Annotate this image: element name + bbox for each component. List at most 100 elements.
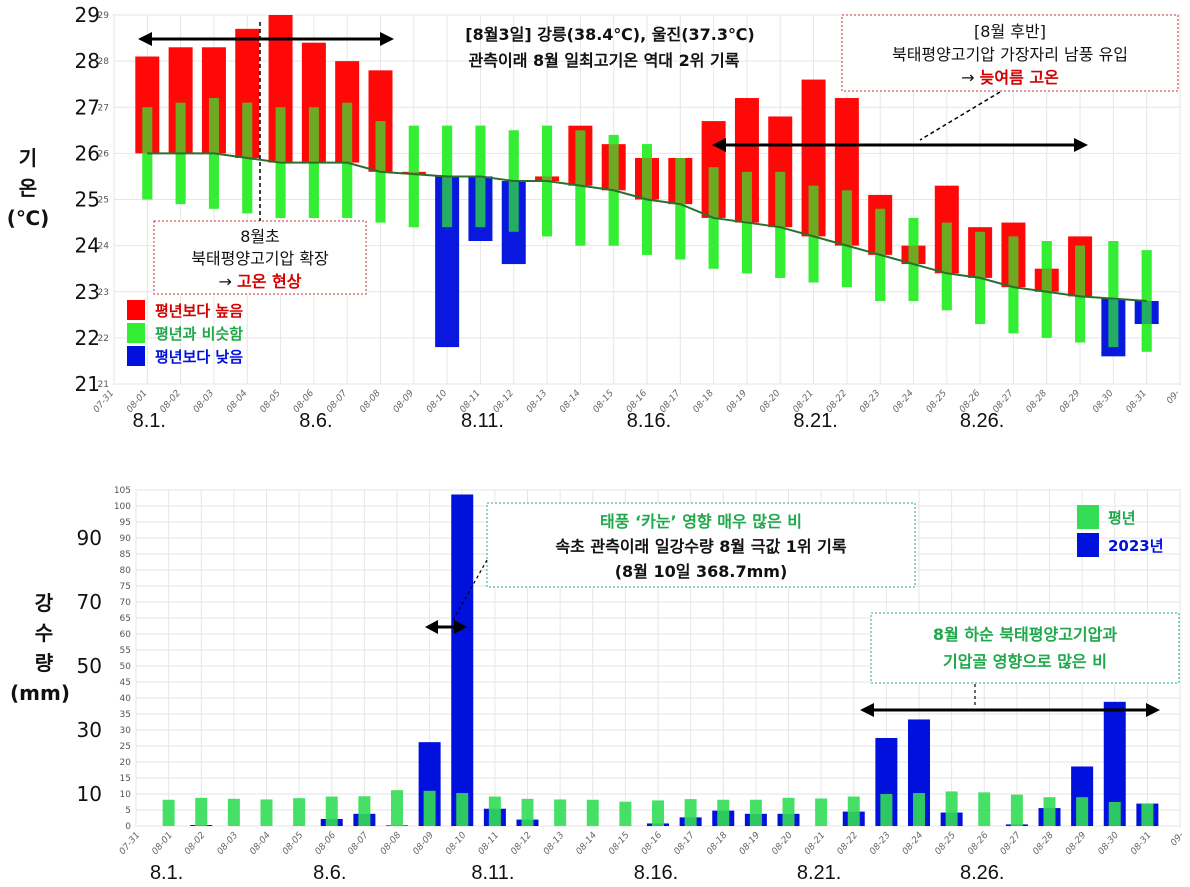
precipitation-normal-bar	[293, 798, 306, 826]
precipitation-date-tick: 08-26	[966, 830, 991, 857]
precipitation-date-tick: 08-20	[770, 830, 795, 857]
precipitation-y-tick-label: 50	[77, 654, 102, 678]
late-heat-leader	[919, 91, 1001, 141]
temperature-y-tick-small: 27	[98, 103, 109, 113]
temperature-y-tick-small: 25	[98, 196, 109, 206]
precipitation-date-tick: 08-29	[1064, 830, 1089, 857]
temperature-legend: 평년보다 높음 평년과 비슷함 평년보다 낮음	[127, 300, 243, 366]
precipitation-y-label-3: 량	[35, 651, 54, 675]
early-annotation-line-1: 8월초	[240, 227, 280, 246]
precipitation-date-tick: 08-09	[411, 830, 436, 857]
precipitation-y-tick-small: 60	[120, 630, 132, 640]
temperature-normal-range-overlay	[1041, 241, 1052, 338]
legend-label-below: 평년보다 낮음	[155, 348, 243, 366]
temperature-normal-polyline	[147, 152, 1147, 302]
precipitation-day-label: 8.16.	[634, 862, 678, 884]
temperature-date-tick: 08-20	[758, 388, 783, 415]
precipitation-normal-bar	[749, 799, 762, 826]
precipitation-normal-bar	[1010, 794, 1023, 826]
precipitation-date-tick: 08-31	[1129, 831, 1153, 857]
precipitation-day-label: 8.26.	[960, 862, 1004, 884]
late-heat-arrow	[712, 138, 1088, 152]
temperature-y-tick-small: 26	[98, 149, 110, 159]
precipitation-day-label: 8.21.	[797, 862, 841, 884]
precipitation-date-tick: 08-24	[901, 830, 926, 857]
temperature-y-tick-label: 27	[75, 95, 100, 119]
precipitation-normal-bar	[1141, 803, 1154, 826]
late-rain-annotation-line-1: 8월 하순 북태평양고기압과	[933, 625, 1117, 644]
legend-label-normal: 평년	[1108, 509, 1136, 527]
late-rain-annotation-box	[870, 612, 1180, 684]
precipitation-date-tick: 08-15	[607, 830, 632, 857]
typhoon-annotation-line-1: 태풍 ‘카눈’ 영향 매우 많은 비	[600, 512, 802, 531]
precipitation-normal-bar	[1108, 802, 1121, 826]
temperature-normal-range-overlay	[575, 130, 586, 246]
precipitation-date-tick: 08-10	[444, 830, 469, 857]
temperature-date-tick: 08-28	[1025, 388, 1050, 415]
precipitation-y-tick-small: 20	[120, 758, 132, 768]
temperature-y-label-1: 기	[19, 146, 37, 170]
precipitation-date-tick: 08-03	[216, 830, 241, 857]
precipitation-date-tick: 08-07	[346, 830, 371, 857]
precipitation-date-tick: 08-08	[379, 830, 404, 857]
precipitation-y-label-4: (mm)	[10, 681, 70, 705]
precipitation-y-tick-small: 5	[125, 806, 131, 816]
precipitation-date-tick: 08-30	[1097, 830, 1122, 857]
precipitation-normal-bar	[391, 790, 403, 826]
precipitation-date-tick: 08-25	[933, 830, 958, 857]
temperature-day-label: 8.11.	[461, 410, 504, 432]
precipitation-day-label: 8.6.	[313, 862, 346, 884]
precipitation-y-tick-label: 70	[77, 590, 102, 614]
precipitation-normal-bar	[652, 800, 664, 826]
typhoon-annotation-box	[486, 502, 916, 588]
late-annotation-line-2: 북태평양고기압 가장자리 남풍 유입	[892, 45, 1128, 64]
temperature-day-label: 8.6.	[299, 410, 332, 432]
precipitation-normal-bar	[554, 799, 567, 826]
precipitation-normal-bar	[260, 799, 273, 826]
temperature-normal-line	[147, 152, 1147, 302]
early-heat-arrow	[138, 32, 394, 46]
precipitation-date-tick: 08-17	[672, 830, 697, 857]
top-title-line-2: 관측이래 8월 일최고기온 역대 2위 기록	[469, 51, 740, 70]
temperature-y-tick-label: 25	[75, 188, 100, 212]
typhoon-annotation-line-2: 속초 관측이래 일강수량 8월 극값 1위 기록	[555, 537, 846, 556]
typhoon-arrow	[425, 620, 467, 634]
early-annotation-highlight: 고온 현상	[237, 272, 302, 291]
precipitation-date-tick: 08-28	[1031, 830, 1056, 857]
late-rain-arrow	[860, 703, 1160, 717]
precipitation-y-tick-small: 65	[120, 614, 131, 624]
temperature-day-label: 8.26.	[960, 410, 1004, 432]
precipitation-date-tick: 08-21	[803, 831, 827, 857]
precipitation-normal-bar	[456, 793, 469, 826]
temperature-date-tick: 08-18	[691, 388, 716, 415]
temperature-date-tick: 08-30	[1091, 388, 1116, 415]
precipitation-bars	[162, 494, 1159, 826]
temperature-y-tick-small: 24	[98, 242, 110, 252]
temperature-y-tick-label: 22	[75, 326, 100, 350]
precipitation-day-labels: 8.1. 8.6. 8.11. 8.16. 8.21. 8.26.	[150, 862, 1005, 884]
top-title-line-1: [8월3일] 강릉(38.4℃), 울진(37.3℃)	[465, 25, 754, 44]
precipitation-normal-bar	[1076, 797, 1089, 826]
precipitation-date-tick: 08-22	[836, 830, 861, 857]
temperature-day-labels: 8.1. 8.6. 8.11. 8.16. 8.21. 8.26.	[133, 410, 1005, 432]
precipitation-y-tick-small: 70	[120, 598, 132, 608]
precipitation-normal-bar	[945, 791, 958, 826]
temperature-normal-range-overlay	[775, 171, 786, 278]
temperature-day-label: 8.1.	[133, 410, 166, 432]
late-annotation-highlight: 늦여름 고온	[980, 68, 1059, 87]
precipitation-y-tick-label: 30	[77, 718, 102, 742]
late-rain-annotation-line-2: 기압골 영향으로 많은 비	[943, 652, 1107, 671]
temperature-y-tick-small: 22	[98, 334, 109, 344]
temperature-y-label-3: (℃)	[7, 206, 50, 230]
legend-label-above: 평년보다 높음	[155, 302, 243, 320]
precipitation-y-label-1: 강	[35, 591, 54, 615]
precipitation-y-tick-small: 30	[120, 726, 132, 736]
legend-swatch-similar	[127, 323, 145, 343]
temperature-y-tick-small: 28	[98, 57, 110, 67]
precipitation-normal-bar	[717, 799, 730, 826]
late-annotation-arrow: →	[961, 68, 980, 87]
precipitation-date-tick: 08-12	[509, 830, 534, 857]
legend-swatch-above	[127, 300, 145, 320]
precipitation-normal-bar	[913, 793, 925, 826]
precipitation-normal-bar	[880, 794, 893, 826]
